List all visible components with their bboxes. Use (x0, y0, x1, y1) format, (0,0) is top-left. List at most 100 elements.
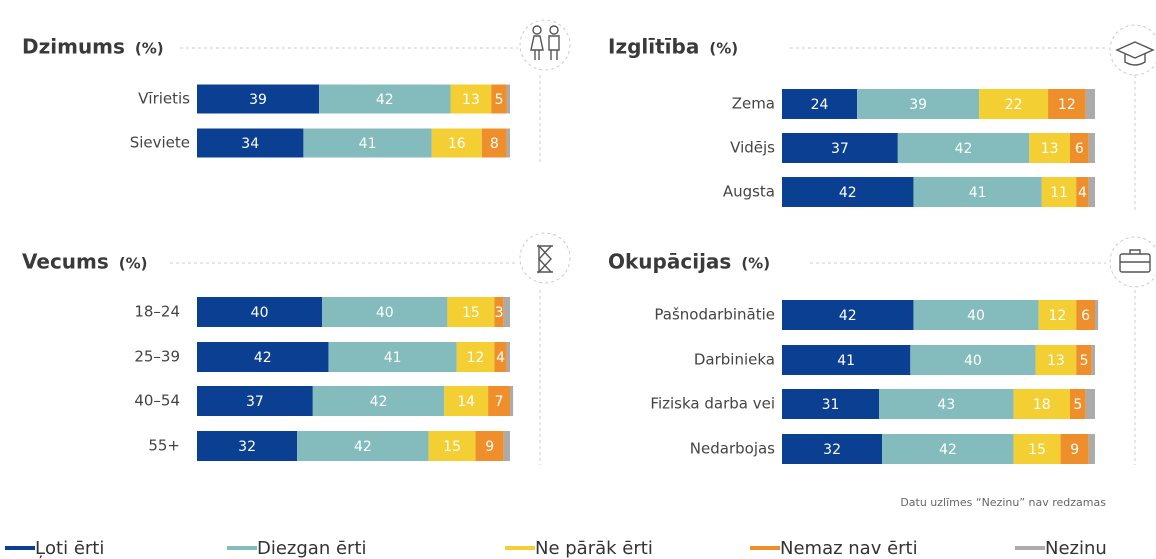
data-label: 41 (969, 185, 987, 201)
chart-subtitle: (%) (119, 255, 148, 273)
data-label: 6 (1075, 141, 1084, 157)
bar-segment (1038, 300, 1077, 330)
data-label: 41 (359, 136, 377, 152)
bar-segment (328, 342, 457, 372)
data-label: 41 (837, 353, 855, 369)
bar-segment (450, 84, 492, 114)
data-label: 7 (495, 394, 504, 410)
category-label: Fiziska darba vei (650, 395, 775, 413)
bar-segment (197, 386, 313, 416)
category-label: Sieviete (130, 134, 190, 152)
bar-segment (913, 177, 1042, 207)
data-label: 12 (467, 350, 485, 366)
data-label: 12 (1058, 97, 1076, 113)
bar-segment (1088, 133, 1095, 163)
decorations (170, 19, 1156, 465)
bar-segment (979, 89, 1049, 119)
bar-segment (428, 431, 476, 461)
note: Datu uzlīmes “Nezinu” nav redzamas (900, 496, 1106, 509)
data-label: 5 (495, 92, 504, 108)
legend-label: Ne pārāk ērti (535, 538, 653, 559)
bar-segment (447, 297, 495, 327)
category-label: Pašnodarbinātie (654, 306, 775, 324)
bar-segment (897, 133, 1030, 163)
icon-circle (1109, 24, 1156, 76)
data-label: 40 (376, 305, 394, 321)
bar-segment (312, 386, 445, 416)
data-label: 11 (1050, 185, 1068, 201)
bar-segment (782, 345, 911, 375)
data-label: 42 (955, 141, 973, 157)
bar-segment (494, 342, 507, 372)
data-label: 15 (1028, 442, 1046, 458)
data-label: 40 (967, 308, 985, 324)
bar-segment (1048, 89, 1086, 119)
bar-segment (782, 89, 858, 119)
icon-circle (519, 19, 571, 71)
data-label: 41 (384, 350, 402, 366)
legend-label: Nezinu (1045, 538, 1107, 559)
bar-segment (782, 300, 914, 330)
bar-segment (1069, 133, 1089, 163)
chart-subtitle: (%) (709, 40, 738, 58)
data-label: 42 (839, 308, 857, 324)
bar-segment (1076, 345, 1092, 375)
category-label: 18–24 (134, 303, 180, 321)
bar-segment (197, 342, 329, 372)
data-label: 15 (462, 305, 480, 321)
chart-subtitle: (%) (135, 40, 164, 58)
age-icon (537, 244, 553, 274)
data-label: 37 (831, 141, 849, 157)
data-label: 14 (457, 394, 475, 410)
data-label: 40 (251, 305, 269, 321)
category-label: Zema (732, 95, 775, 113)
bar-segment (1035, 345, 1077, 375)
bar-segment (782, 177, 914, 207)
bar-segment (1088, 434, 1095, 464)
category-label: 25–39 (134, 348, 180, 366)
chart-title: Izglītība (608, 35, 699, 59)
category-label: Darbinieka (694, 351, 775, 369)
chart-title: Dzimums (22, 35, 125, 59)
data-label: 4 (496, 350, 505, 366)
data-label: 32 (823, 442, 841, 458)
icon-circle (519, 232, 571, 284)
bar-segment (1085, 89, 1095, 119)
data-label: 22 (1005, 97, 1023, 113)
data-label: 12 (1049, 308, 1067, 324)
bar-segment (913, 300, 1039, 330)
bar-segment (506, 84, 510, 114)
bar-segment (782, 133, 898, 163)
data-label: 32 (238, 439, 256, 455)
bar-segment (1091, 345, 1095, 375)
data-label: 39 (909, 97, 927, 113)
bar-segment (782, 434, 883, 464)
data-label: 15 (443, 439, 461, 455)
bar-segment (319, 84, 451, 114)
bar-segment (1085, 389, 1095, 419)
data-label: 42 (254, 350, 272, 366)
legend-label: Diezgan ērti (257, 538, 367, 559)
bar-segment (1095, 300, 1099, 330)
bar-segment (297, 431, 429, 461)
data-label: 42 (370, 394, 388, 410)
data-label: 34 (241, 136, 259, 152)
icon-circle (1109, 236, 1156, 288)
bar-segment (503, 297, 510, 327)
bar-segment (879, 389, 1014, 419)
bar-segment (1013, 389, 1070, 419)
bar-segment (197, 297, 323, 327)
bar-segment (481, 128, 507, 158)
bar-segment (782, 389, 880, 419)
bar-segment (910, 345, 1036, 375)
data-label: 37 (246, 394, 264, 410)
education-icon (1115, 41, 1155, 66)
bar-segment (1088, 177, 1095, 207)
data-label: 31 (822, 397, 840, 413)
data-label: 39 (249, 92, 267, 108)
bar-segment (322, 297, 448, 327)
data-label: 5 (1073, 397, 1082, 413)
chart-title: Okupācijas (608, 250, 731, 274)
bar-segment (857, 89, 980, 119)
bar-segment (882, 434, 1014, 464)
